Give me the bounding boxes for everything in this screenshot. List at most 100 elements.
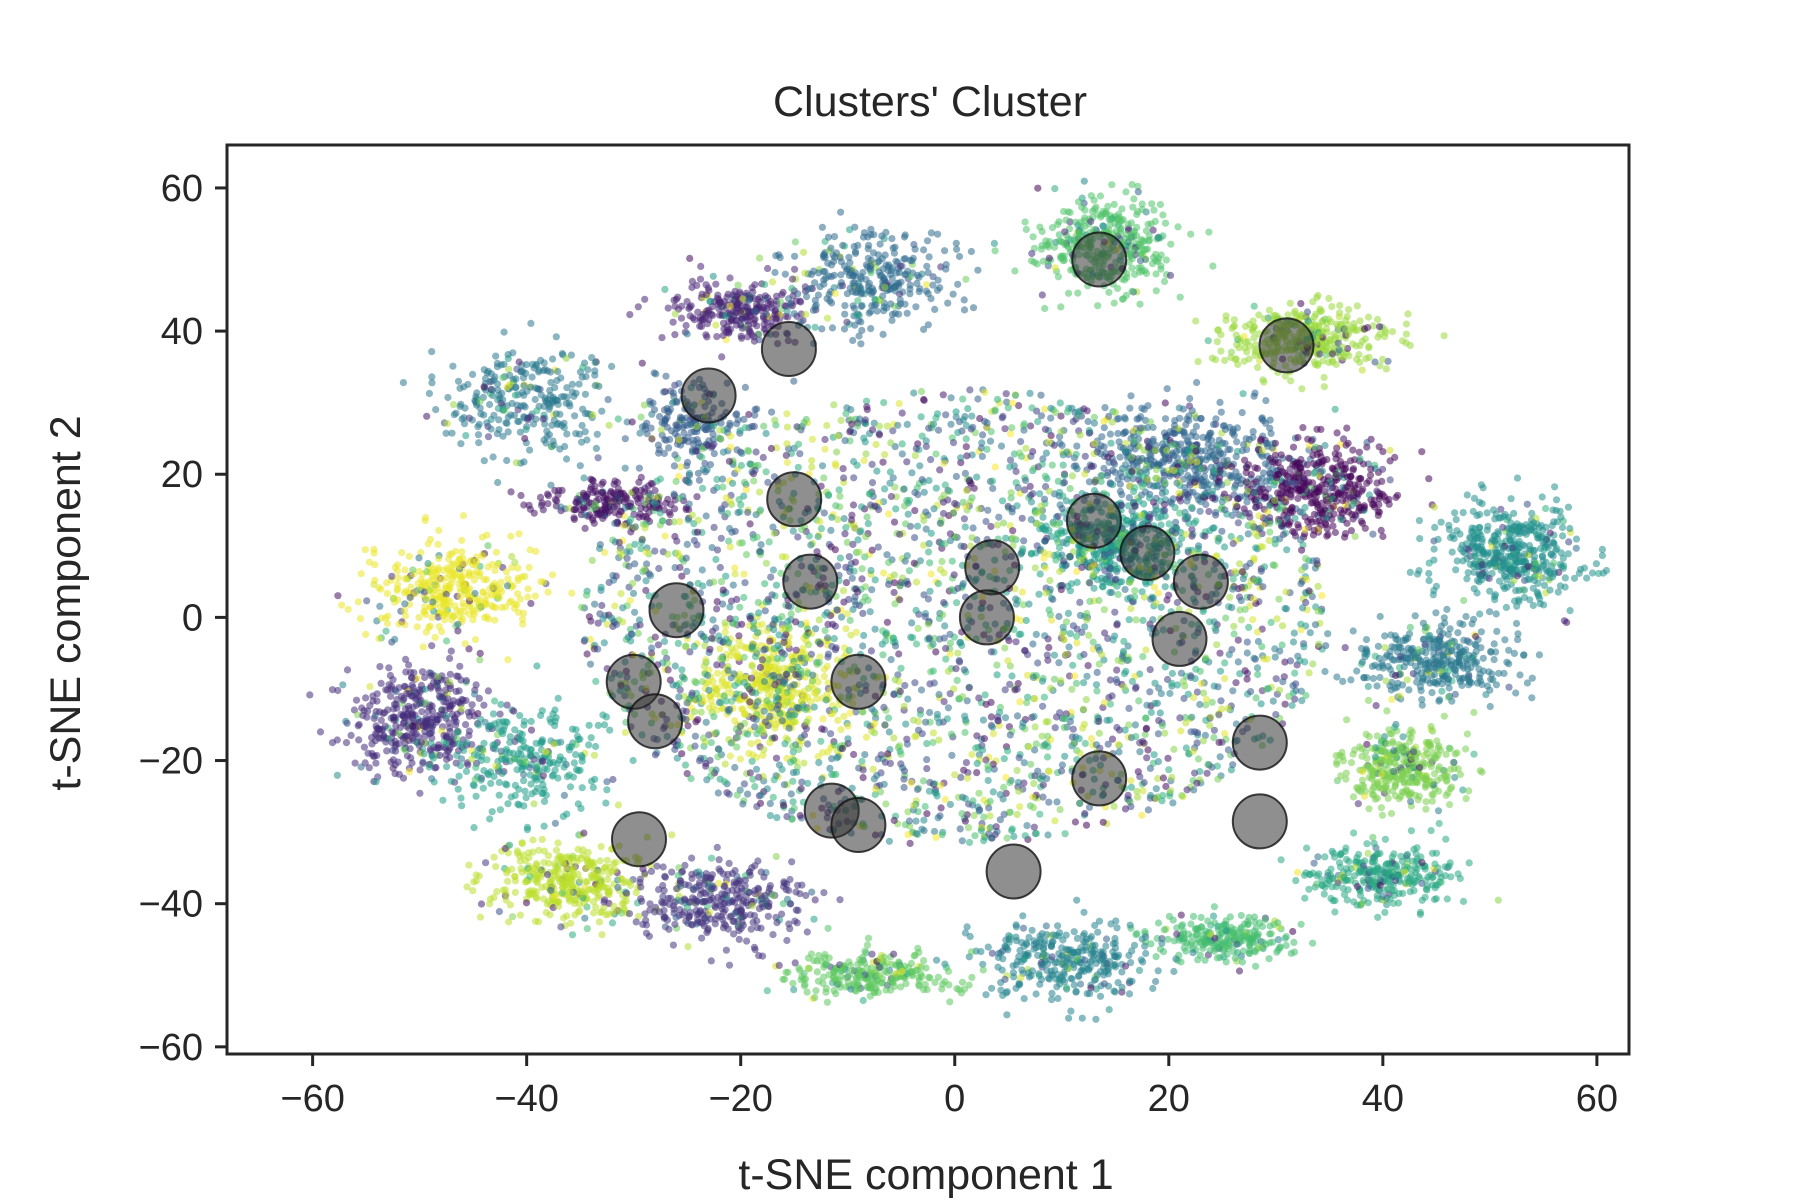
data-point <box>796 297 804 305</box>
data-point <box>373 697 381 705</box>
data-point <box>388 572 396 580</box>
data-point <box>1154 234 1163 242</box>
data-point <box>1192 471 1200 479</box>
data-point <box>1552 496 1561 504</box>
data-point <box>734 281 742 289</box>
data-point <box>1196 507 1204 515</box>
data-point <box>671 430 679 438</box>
data-point <box>570 506 578 514</box>
data-point <box>401 566 409 574</box>
data-point <box>428 373 436 381</box>
data-point <box>1228 463 1236 471</box>
data-point <box>540 359 548 367</box>
data-point <box>617 909 626 917</box>
data-point <box>503 456 511 465</box>
data-point <box>470 608 478 616</box>
data-point <box>581 494 590 502</box>
data-point <box>641 425 650 433</box>
data-point <box>620 898 628 906</box>
data-point <box>1261 493 1269 501</box>
data-point <box>794 290 802 298</box>
data-point <box>591 359 599 367</box>
data-point <box>663 414 671 422</box>
data-point <box>1321 441 1329 450</box>
data-point <box>831 289 839 297</box>
data-point <box>435 555 443 563</box>
data-point <box>837 208 845 216</box>
data-point <box>1520 550 1529 558</box>
data-point <box>396 723 404 732</box>
data-point <box>1249 428 1257 436</box>
data-point <box>881 283 889 291</box>
data-point <box>576 876 584 884</box>
data-point <box>680 429 688 437</box>
data-point <box>1118 216 1126 225</box>
data-point <box>751 411 759 419</box>
data-point <box>1215 436 1223 444</box>
data-point <box>1110 200 1118 208</box>
data-point <box>1335 346 1343 354</box>
data-point <box>391 635 399 644</box>
data-point <box>1350 498 1358 507</box>
data-point <box>1050 243 1059 251</box>
data-point <box>1309 451 1317 459</box>
data-point <box>1134 188 1142 196</box>
data-point <box>483 613 491 621</box>
data-point <box>1074 289 1082 297</box>
data-point <box>1431 523 1439 532</box>
data-point <box>635 464 644 472</box>
data-point <box>592 444 601 452</box>
data-point <box>583 925 591 933</box>
data-point <box>1163 385 1171 393</box>
data-point <box>436 751 444 760</box>
data-point <box>1128 231 1136 239</box>
data-point <box>1194 358 1202 366</box>
data-point <box>929 273 937 281</box>
data-point <box>472 681 480 689</box>
data-point <box>400 694 408 702</box>
data-point <box>369 692 377 700</box>
data-point <box>344 605 352 613</box>
data-point <box>1320 383 1328 391</box>
data-point <box>445 602 453 610</box>
data-point <box>1373 487 1381 495</box>
data-point <box>1386 476 1394 484</box>
data-point <box>1331 528 1339 537</box>
data-point <box>570 514 578 522</box>
data-point <box>891 309 899 317</box>
data-point <box>637 413 645 421</box>
data-point <box>526 546 534 554</box>
data-point <box>533 879 542 887</box>
data-point <box>1379 532 1387 541</box>
data-point <box>582 864 590 873</box>
data-point <box>428 734 436 742</box>
data-point <box>1247 470 1255 479</box>
data-point <box>328 739 337 747</box>
data-point <box>502 896 510 904</box>
data-point <box>590 909 598 917</box>
data-point <box>1257 437 1265 445</box>
data-point <box>1331 405 1339 413</box>
data-point <box>1060 252 1068 260</box>
data-point <box>448 550 456 558</box>
data-point <box>924 321 932 329</box>
data-point <box>703 333 711 341</box>
data-point <box>443 637 451 645</box>
data-point <box>1159 211 1167 219</box>
data-point <box>429 575 437 583</box>
data-point <box>366 683 374 691</box>
data-point <box>577 506 585 514</box>
data-point <box>1123 475 1131 483</box>
data-point <box>683 330 691 338</box>
data-point <box>377 679 385 688</box>
data-point <box>1365 477 1373 485</box>
data-point <box>740 415 748 423</box>
data-point <box>563 455 571 463</box>
data-point <box>1022 225 1030 234</box>
data-point <box>864 254 872 262</box>
data-point <box>740 653 748 661</box>
data-point <box>1126 404 1134 412</box>
data-point <box>600 904 608 912</box>
data-point <box>334 686 342 695</box>
